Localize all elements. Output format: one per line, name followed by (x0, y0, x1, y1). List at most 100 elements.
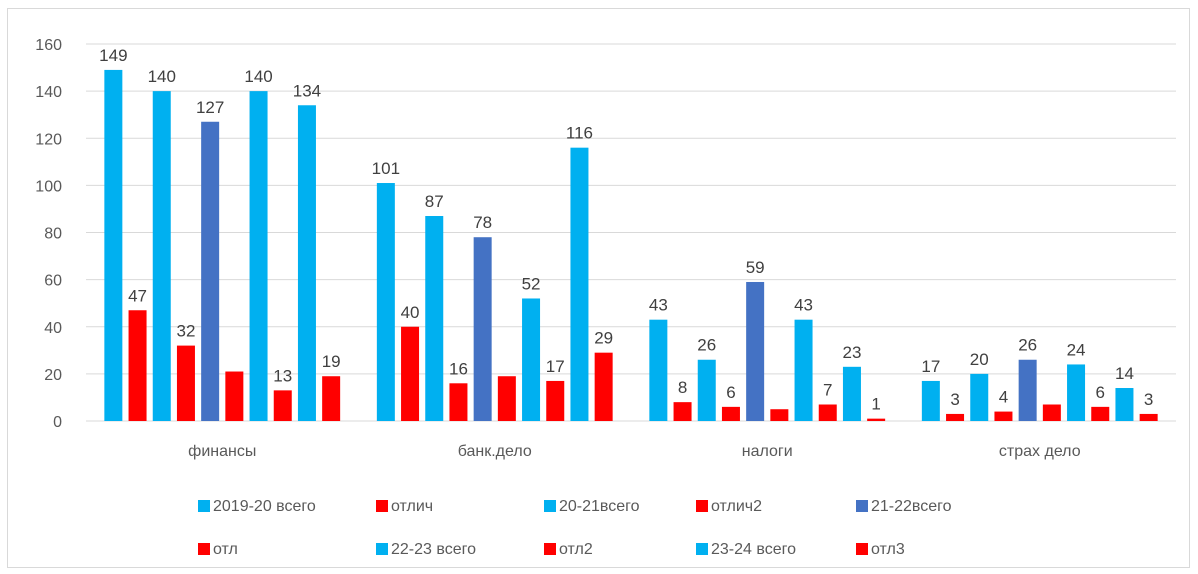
legend-swatch (376, 543, 388, 555)
legend-swatch (856, 543, 868, 555)
category-label: налоги (742, 443, 793, 460)
legend-swatch (856, 500, 868, 512)
bar (770, 409, 789, 421)
bar (176, 345, 195, 421)
data-label: 43 (649, 296, 668, 315)
data-label: 116 (566, 124, 593, 143)
legend-swatch (544, 500, 556, 512)
legend-label: отлич (391, 498, 433, 515)
bar (249, 91, 268, 421)
data-label: 101 (372, 159, 400, 178)
data-label: 4 (999, 388, 1008, 407)
legend-label: отл2 (559, 541, 593, 558)
bar (697, 359, 716, 421)
data-label: 6 (1096, 383, 1105, 402)
legend-label: отл (213, 541, 238, 558)
bar (546, 380, 565, 421)
y-tick-label: 120 (35, 131, 62, 148)
legend-swatch (198, 500, 210, 512)
data-label: 8 (678, 378, 687, 397)
bar (322, 376, 341, 421)
bar (570, 147, 589, 422)
data-label: 24 (1067, 340, 1086, 359)
bar (794, 319, 813, 421)
data-label: 17 (921, 357, 940, 376)
data-labels: 1494714032127140131341910140871678521711… (99, 46, 1153, 414)
data-label: 32 (176, 322, 195, 341)
data-label: 17 (546, 357, 565, 376)
bar (970, 373, 989, 421)
bar (994, 411, 1013, 421)
data-label: 13 (273, 366, 292, 385)
bar (649, 319, 668, 421)
category-label: банк.дело (458, 443, 532, 460)
data-label: 26 (697, 336, 716, 355)
data-label: 59 (746, 258, 765, 277)
legend-swatch (376, 500, 388, 512)
bar (401, 326, 420, 421)
bar (921, 380, 940, 421)
data-label: 87 (425, 192, 444, 211)
category-label: финансы (188, 443, 256, 460)
legend-label: 22-23 всего (391, 541, 476, 558)
data-label: 3 (1144, 390, 1153, 409)
bar (225, 371, 244, 421)
data-label: 29 (594, 329, 613, 348)
y-tick-label: 0 (53, 414, 62, 431)
legend-swatch (696, 543, 708, 555)
bar (201, 121, 220, 421)
legend-label: 21-22всего (871, 498, 952, 515)
bar (376, 183, 395, 421)
legend: 2019-20 всего отлич 20-21всего отлич2 21-22в… (198, 498, 952, 558)
bar (946, 413, 965, 421)
data-label: 1 (871, 395, 880, 414)
bar (104, 69, 123, 421)
legend-label: 23-24 всего (711, 541, 796, 558)
legend-label: отлич2 (711, 498, 762, 515)
bar (297, 105, 316, 421)
bar (425, 216, 444, 421)
data-label: 127 (196, 98, 224, 117)
legend-swatch (544, 543, 556, 555)
data-label: 149 (99, 46, 127, 65)
chart-frame: 0 20 40 60 80 100 120 140 160 149 47 140 32 127 140 13… (7, 8, 1190, 568)
bar (1115, 388, 1134, 421)
y-tick-label: 20 (44, 367, 62, 384)
y-tick-label: 80 (44, 226, 62, 243)
bar (746, 281, 765, 421)
bar (473, 237, 492, 421)
y-tick-label: 140 (35, 84, 62, 101)
bar (152, 91, 171, 421)
legend-swatch (198, 543, 210, 555)
data-label: 6 (726, 383, 735, 402)
data-label: 19 (322, 352, 341, 371)
data-label: 23 (842, 343, 861, 362)
data-label: 52 (522, 274, 541, 293)
data-label: 3 (950, 390, 959, 409)
bar (1018, 359, 1037, 421)
legend-label: 2019-20 всего (213, 498, 316, 515)
y-tick-label: 100 (35, 178, 62, 195)
data-label: 134 (293, 81, 321, 100)
data-label: 14 (1115, 364, 1134, 383)
data-label: 140 (148, 67, 176, 86)
data-label: 7 (823, 381, 832, 400)
bar (449, 383, 468, 421)
data-label: 40 (401, 303, 420, 322)
data-label: 20 (970, 350, 989, 369)
bar (497, 376, 516, 421)
bar (273, 390, 292, 421)
bar (522, 298, 541, 421)
bar (673, 402, 692, 421)
bar (1042, 404, 1061, 421)
bar (1067, 364, 1086, 421)
data-label: 47 (128, 286, 147, 305)
data-label: 16 (449, 359, 468, 378)
bar (867, 418, 886, 421)
legend-label: 20-21всего (559, 498, 640, 515)
data-label: 140 (244, 67, 272, 86)
data-label: 43 (794, 296, 813, 315)
bar (842, 366, 861, 421)
bars (104, 69, 1158, 422)
data-label: 78 (473, 213, 492, 232)
